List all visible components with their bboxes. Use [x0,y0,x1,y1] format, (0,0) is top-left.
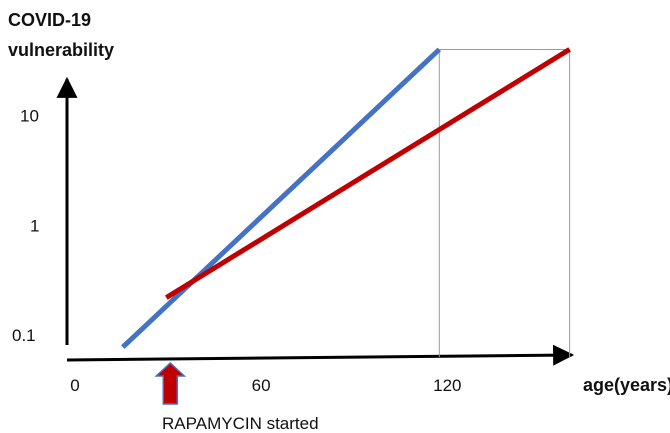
x-tick-label-0: 0 [70,376,79,395]
y-tick-label-10: 10 [20,107,39,126]
series-line-red [164,47,571,300]
rapamycin-arrow-icon [154,361,187,405]
series-layer [121,47,571,349]
annotation-rapamycin-started: RAPAMYCIN started [162,414,319,433]
y-tick-label-0.1: 0.1 [12,326,36,345]
x-axis-title: age(years) [583,375,670,395]
y-tick-label-1: 1 [30,216,39,235]
x-tick-label-60: 60 [252,376,271,395]
y-axis-title-line-2: vulnerability [8,40,114,60]
x-axis [66,344,575,366]
y-axis-title-line-1: COVID-19 [8,10,91,30]
series-line-blue [121,47,442,349]
x-tick-label-120: 120 [433,376,461,395]
reference-lines [438,48,571,357]
